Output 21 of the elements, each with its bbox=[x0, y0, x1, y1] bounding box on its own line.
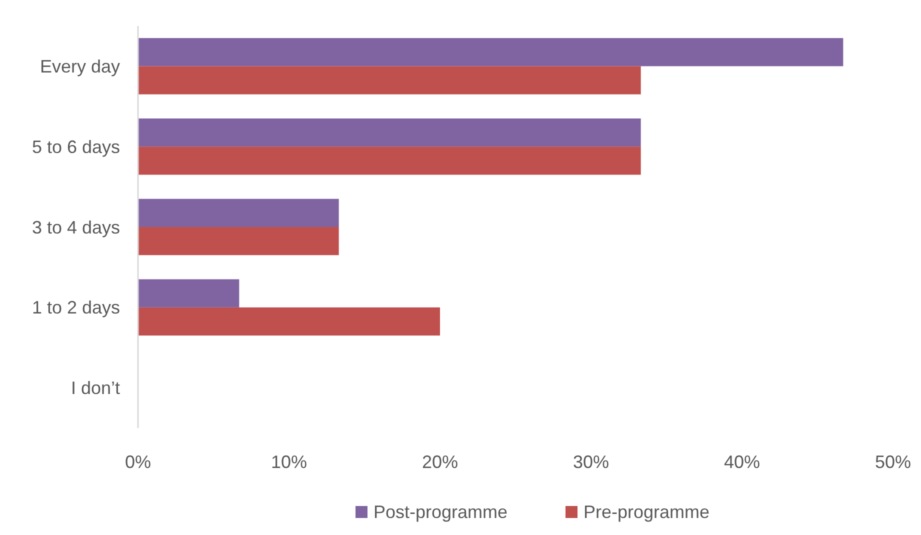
bar bbox=[138, 307, 440, 336]
y-tick-label: 3 to 4 days bbox=[32, 217, 120, 238]
x-tick-label: 30% bbox=[572, 452, 610, 472]
y-tick-label: I don’t bbox=[70, 378, 120, 398]
bar bbox=[138, 198, 339, 227]
y-tick-label: Every day bbox=[40, 56, 120, 76]
x-tick-label: 50% bbox=[874, 452, 912, 472]
bar bbox=[138, 66, 641, 94]
x-tick-label: 20% bbox=[422, 452, 458, 472]
bar bbox=[138, 38, 844, 66]
y-tick-label: 1 to 2 days bbox=[32, 298, 120, 318]
legend-label: Pre-programme bbox=[584, 502, 710, 522]
bar bbox=[138, 279, 240, 308]
bar bbox=[138, 118, 641, 147]
x-tick-label: 0% bbox=[124, 452, 152, 472]
x-tick-label: 10% bbox=[270, 452, 308, 472]
x-tick-label: 40% bbox=[724, 452, 760, 472]
y-tick-label: 5 to 6 days bbox=[32, 136, 120, 157]
bar bbox=[138, 146, 641, 175]
legend-label: Post-programme bbox=[374, 502, 508, 522]
bar bbox=[138, 227, 339, 256]
